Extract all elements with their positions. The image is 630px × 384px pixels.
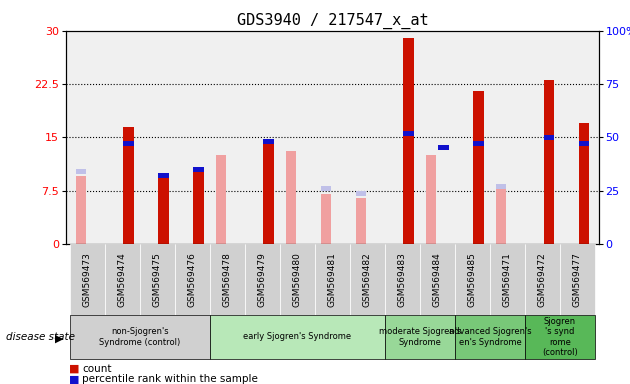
Text: GSM569480: GSM569480 <box>293 252 302 307</box>
Text: GSM569481: GSM569481 <box>328 252 337 307</box>
Bar <box>193 167 203 172</box>
Text: GSM569475: GSM569475 <box>152 252 162 307</box>
Bar <box>123 141 134 146</box>
Bar <box>403 38 414 244</box>
Text: GSM569485: GSM569485 <box>468 252 477 307</box>
Bar <box>438 146 449 151</box>
Bar <box>158 173 169 178</box>
Bar <box>496 184 507 189</box>
Text: disease state: disease state <box>6 332 76 342</box>
Text: GSM569472: GSM569472 <box>538 252 547 307</box>
Bar <box>356 198 366 244</box>
Bar <box>496 187 507 244</box>
Text: percentile rank within the sample: percentile rank within the sample <box>82 374 258 384</box>
Bar <box>321 186 331 191</box>
Text: ▶: ▶ <box>55 334 64 344</box>
Bar <box>263 139 274 144</box>
Bar <box>263 141 274 244</box>
Bar <box>76 176 86 244</box>
Bar <box>356 190 366 195</box>
Text: GSM569484: GSM569484 <box>433 252 442 307</box>
Bar <box>474 141 484 146</box>
Bar <box>578 141 589 146</box>
Bar <box>403 131 414 136</box>
Text: ■: ■ <box>69 364 80 374</box>
Bar <box>76 169 86 174</box>
Bar <box>321 194 331 244</box>
Text: GSM569479: GSM569479 <box>258 252 266 307</box>
Text: GSM569482: GSM569482 <box>363 252 372 307</box>
Text: Sjogren
's synd
rome
(control): Sjogren 's synd rome (control) <box>542 317 578 357</box>
Bar <box>193 169 203 244</box>
Bar <box>544 135 554 140</box>
Text: ■: ■ <box>69 374 80 384</box>
Text: GSM569474: GSM569474 <box>118 252 127 307</box>
Text: moderate Sjogren's
Syndrome: moderate Sjogren's Syndrome <box>379 327 461 347</box>
Text: advanced Sjogren's
en's Syndrome: advanced Sjogren's en's Syndrome <box>449 327 531 347</box>
Bar <box>474 91 484 244</box>
Text: GSM569478: GSM569478 <box>223 252 232 307</box>
Bar <box>286 152 296 244</box>
Text: GSM569476: GSM569476 <box>188 252 197 307</box>
Text: GSM569477: GSM569477 <box>573 252 582 307</box>
Bar <box>158 176 169 244</box>
Text: count: count <box>82 364 112 374</box>
Bar <box>123 127 134 244</box>
Text: GSM569473: GSM569473 <box>83 252 91 307</box>
Text: GSM569471: GSM569471 <box>503 252 512 307</box>
Bar <box>215 155 226 244</box>
Text: early Sjogren's Syndrome: early Sjogren's Syndrome <box>243 333 352 341</box>
Text: non-Sjogren's
Syndrome (control): non-Sjogren's Syndrome (control) <box>99 327 180 347</box>
Bar <box>578 123 589 244</box>
Bar <box>544 81 554 244</box>
Text: GSM569483: GSM569483 <box>398 252 407 307</box>
Title: GDS3940 / 217547_x_at: GDS3940 / 217547_x_at <box>236 13 428 29</box>
Bar <box>426 155 437 244</box>
